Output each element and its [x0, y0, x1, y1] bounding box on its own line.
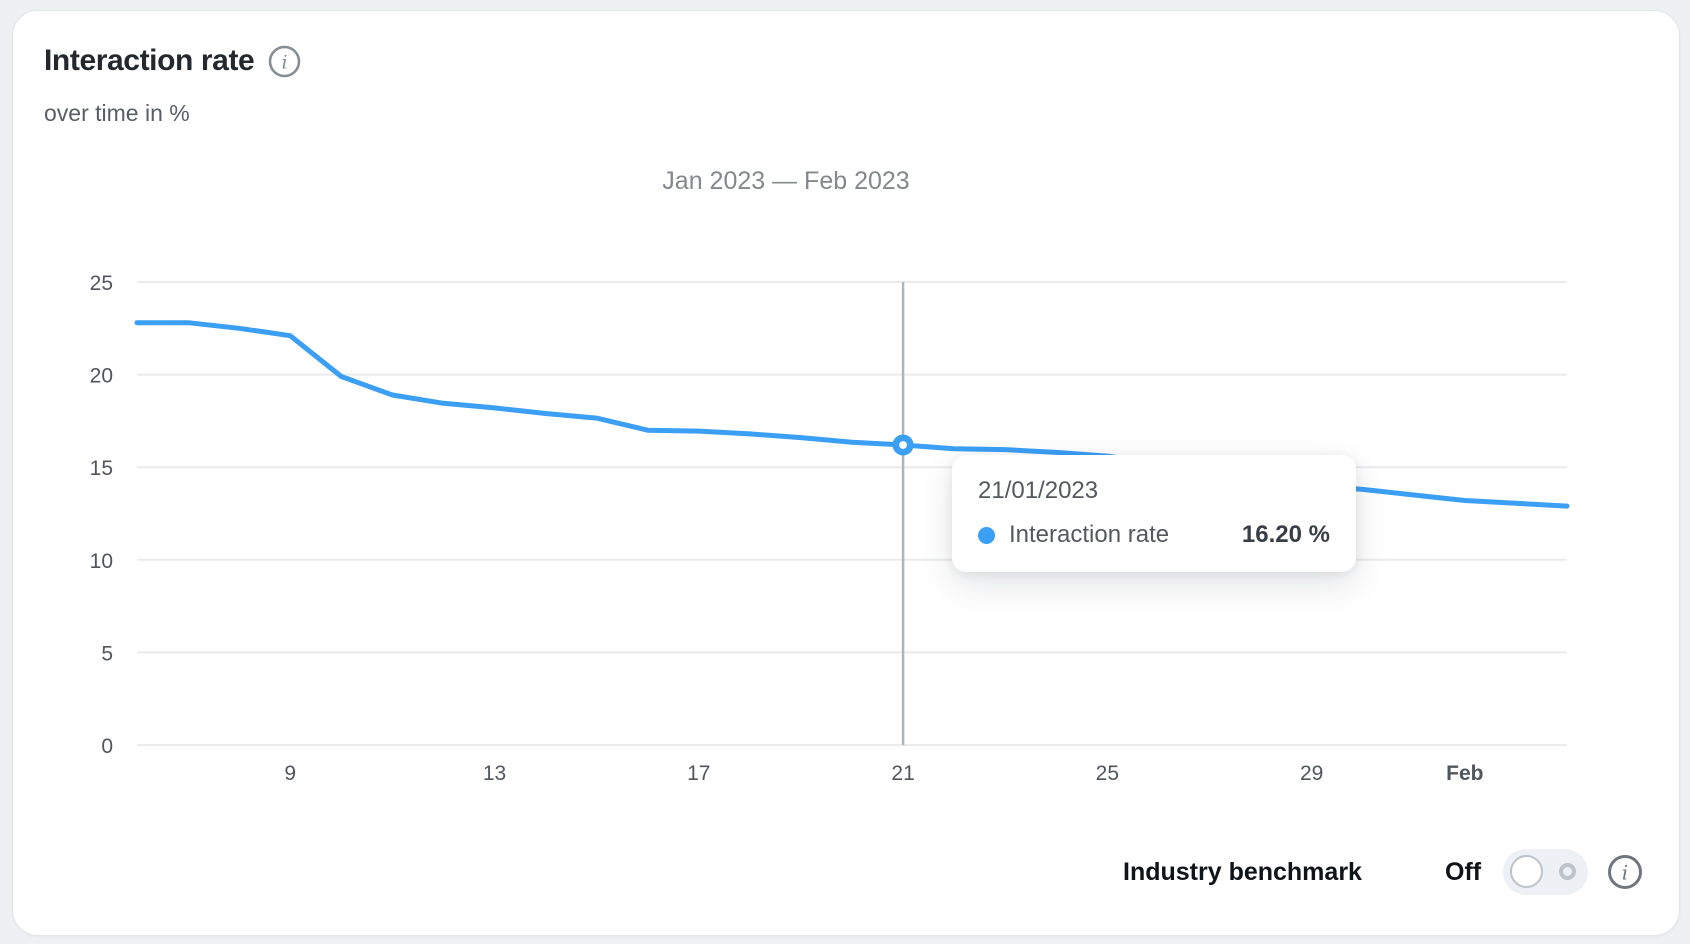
benchmark-state-label: Off — [1445, 858, 1482, 886]
title-info-icon[interactable]: i — [268, 45, 301, 78]
card-header: Interaction rate i — [44, 44, 301, 78]
x-axis-label: 25 — [1096, 762, 1119, 785]
chart-tooltip: 21/01/2023 Interaction rate 16.20 % — [952, 455, 1356, 572]
y-axis-label: 15 — [90, 457, 113, 480]
x-axis-label: 9 — [284, 762, 296, 785]
x-axis-label: 29 — [1300, 762, 1323, 785]
svg-text:i: i — [282, 51, 288, 73]
chart-date-range-title: Jan 2023 — Feb 2023 — [662, 167, 910, 195]
card-subtitle: over time in % — [44, 100, 190, 126]
tooltip-value: 16.20 % — [1241, 521, 1330, 548]
y-axis-label: 5 — [101, 642, 113, 665]
interaction-rate-card — [12, 10, 1680, 936]
card-title: Interaction rate — [44, 44, 255, 77]
x-axis-label: 13 — [483, 762, 506, 785]
x-axis-label: Feb — [1446, 762, 1483, 785]
series-dot-icon — [978, 526, 995, 544]
highlight-marker[interactable] — [892, 434, 914, 456]
toggle-off-ring-icon — [1559, 863, 1576, 880]
tooltip-series-label: Interaction rate — [1009, 521, 1170, 548]
y-axis-label: 25 — [90, 272, 113, 295]
benchmark-toggle[interactable] — [1503, 849, 1588, 895]
y-axis-label: 0 — [101, 735, 113, 758]
y-axis-label: 20 — [90, 365, 113, 388]
svg-text:i: i — [1622, 861, 1628, 885]
x-axis-label: 21 — [891, 762, 914, 785]
toggle-knob[interactable] — [1510, 855, 1543, 888]
industry-benchmark-label: Industry benchmark — [1123, 858, 1362, 886]
benchmark-info-icon[interactable]: i — [1607, 854, 1643, 890]
tooltip-date: 21/01/2023 — [978, 477, 1099, 504]
y-axis-label: 10 — [90, 550, 113, 573]
x-axis-label: 17 — [687, 762, 710, 785]
tooltip-series-row: Interaction rate 16.20 % — [978, 521, 1330, 549]
